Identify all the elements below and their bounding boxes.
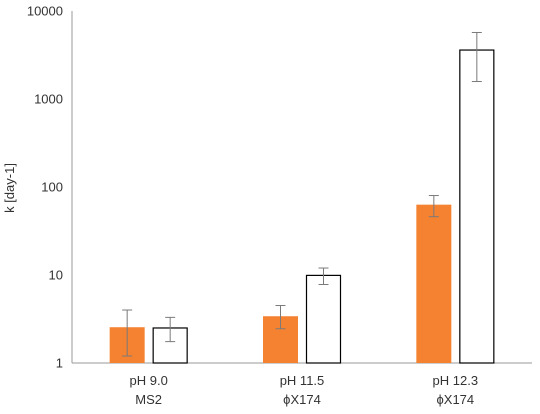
- bar: [305, 274, 342, 364]
- bar: [459, 49, 495, 364]
- x-tick-label: pH 11.5: [280, 373, 325, 388]
- x-tick-sublabel: ϕX174: [437, 392, 475, 407]
- x-tick-label: pH 12.3: [433, 373, 479, 388]
- y-tick-label: 10: [49, 268, 63, 283]
- y-axis-label: k [day-1]: [2, 163, 17, 213]
- x-tick-sublabel: MS2: [135, 392, 162, 407]
- bar: [416, 204, 452, 363]
- y-tick-label: 10000: [27, 4, 63, 19]
- y-tick-label: 100: [41, 180, 63, 195]
- plot-area: 1 10 100 1000 10000 pH 9.0 MS2 pH 11.5 ϕX174 pH 1…: [27, 4, 532, 407]
- y-tick-label: 1: [56, 356, 63, 371]
- x-tick-sublabel: ϕX174: [283, 392, 321, 407]
- x-tick-label: pH 9.0: [130, 373, 168, 388]
- y-tick-label: 1000: [34, 92, 63, 107]
